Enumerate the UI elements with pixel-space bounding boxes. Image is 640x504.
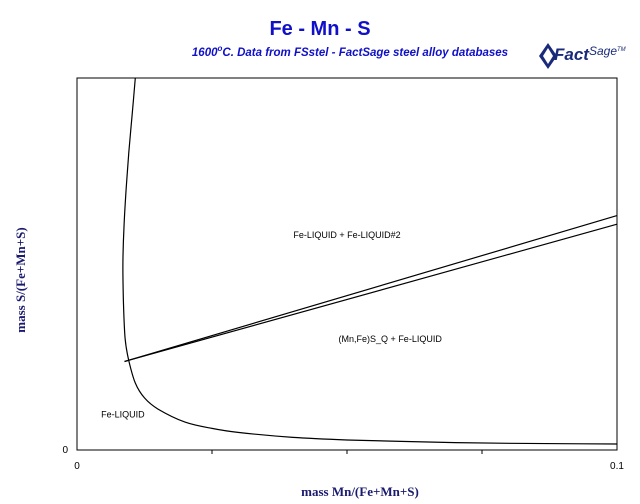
subtitle-temperature: 1600 xyxy=(191,46,218,59)
x-tick-label: 0.1 xyxy=(610,461,624,472)
region-label-1: Fe-LIQUID + Fe-LIQUID#2 xyxy=(293,230,400,240)
subtitle-degree: o xyxy=(217,44,223,53)
chart-title: Fe - Mn - S xyxy=(269,18,371,40)
x-tick-label: 0 xyxy=(74,461,80,472)
factsage-logo-mark xyxy=(539,43,557,69)
phase-boundary-line-2 xyxy=(124,215,618,363)
x-axis-label: mass Mn/(Fe+Mn+S) xyxy=(301,484,419,499)
phase-boundary-line-1 xyxy=(122,77,618,445)
region-labels: Fe-LIQUID + Fe-LIQUID#2 (Mn,Fe)S_Q + Fe-L… xyxy=(101,230,442,420)
phase-boundary-lines xyxy=(122,77,618,445)
region-label-3: Fe-LIQUID xyxy=(101,410,145,420)
plot-axes: 0 0.10 xyxy=(62,77,624,472)
phase-boundary-line-3 xyxy=(124,223,618,363)
factsage-logo-text: FactSageTM xyxy=(554,44,626,64)
y-tick-label: 0 xyxy=(62,445,68,456)
plot-frame xyxy=(76,77,618,451)
region-label-2: (Mn,Fe)S_Q + Fe-LIQUID xyxy=(339,334,443,344)
y-axis-label: mass S/(Fe+Mn+S) xyxy=(13,227,28,333)
factsage-logo: FactSageTM xyxy=(538,40,626,70)
chart-subtitle: 1600oC. Data from FSstel - FactSage stee… xyxy=(160,44,540,59)
subtitle-text: C. Data from FSstel - FactSage steel all… xyxy=(222,46,509,59)
